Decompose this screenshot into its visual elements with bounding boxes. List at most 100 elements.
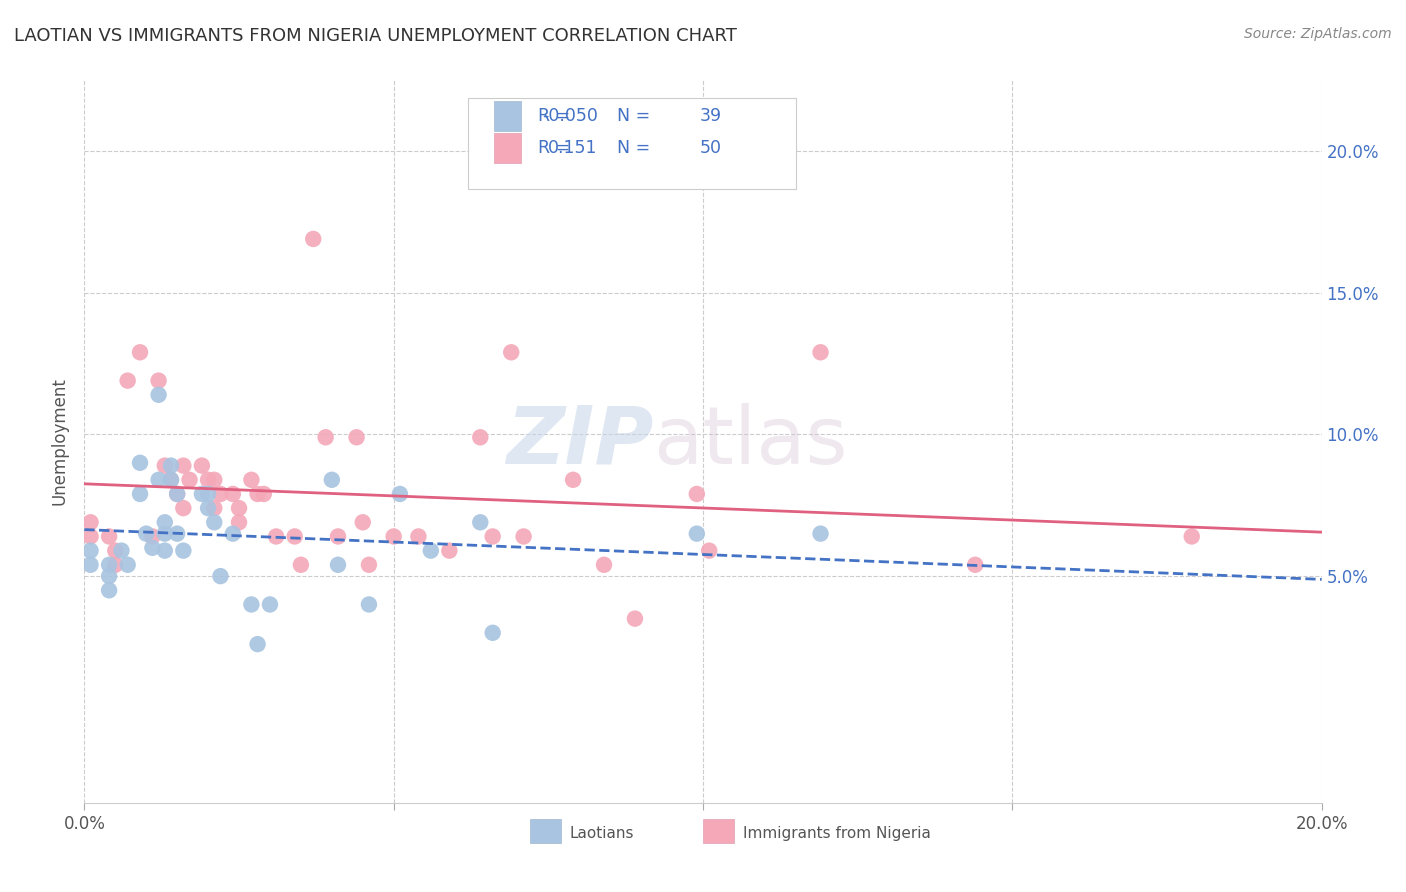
Point xyxy=(172,543,194,558)
FancyBboxPatch shape xyxy=(530,819,561,843)
FancyBboxPatch shape xyxy=(703,819,734,843)
Text: 39: 39 xyxy=(699,107,721,125)
Point xyxy=(264,529,287,543)
Point xyxy=(104,558,127,572)
Point xyxy=(117,558,139,572)
FancyBboxPatch shape xyxy=(494,133,522,163)
Point xyxy=(153,458,176,473)
Point xyxy=(166,487,188,501)
Point xyxy=(352,516,374,530)
Text: atlas: atlas xyxy=(654,402,848,481)
Point xyxy=(197,473,219,487)
Point xyxy=(172,458,194,473)
Point xyxy=(160,458,183,473)
Point xyxy=(148,374,170,388)
Point xyxy=(481,625,503,640)
Point xyxy=(153,526,176,541)
Point xyxy=(79,516,101,530)
Point xyxy=(481,529,503,543)
Point xyxy=(141,541,163,555)
Point xyxy=(129,487,152,501)
Text: Source: ZipAtlas.com: Source: ZipAtlas.com xyxy=(1244,27,1392,41)
Point xyxy=(160,473,183,487)
Point xyxy=(141,529,163,543)
Point xyxy=(697,543,720,558)
Text: Laotians: Laotians xyxy=(569,826,634,840)
Text: 50: 50 xyxy=(700,139,721,157)
Point xyxy=(284,529,307,543)
Text: N =: N = xyxy=(606,107,657,125)
FancyBboxPatch shape xyxy=(468,98,796,189)
Point xyxy=(439,543,461,558)
Point xyxy=(302,232,325,246)
Point xyxy=(129,456,152,470)
Point xyxy=(222,526,245,541)
Text: N =: N = xyxy=(606,139,657,157)
Text: LAOTIAN VS IMMIGRANTS FROM NIGERIA UNEMPLOYMENT CORRELATION CHART: LAOTIAN VS IMMIGRANTS FROM NIGERIA UNEMP… xyxy=(14,27,737,45)
Point xyxy=(1181,529,1204,543)
Point xyxy=(686,487,709,501)
Point xyxy=(197,501,219,516)
Point xyxy=(98,583,121,598)
Point xyxy=(209,569,232,583)
Point xyxy=(191,487,214,501)
Point xyxy=(98,529,121,543)
Point xyxy=(501,345,523,359)
Point xyxy=(512,529,534,543)
Point xyxy=(259,598,281,612)
Point xyxy=(357,598,380,612)
Point xyxy=(290,558,312,572)
Point xyxy=(382,529,405,543)
Point xyxy=(179,473,201,487)
Point xyxy=(246,487,269,501)
Point xyxy=(110,543,132,558)
Point xyxy=(408,529,430,543)
Point xyxy=(326,529,349,543)
Point xyxy=(166,526,188,541)
Point xyxy=(346,430,368,444)
Point xyxy=(79,558,101,572)
Point xyxy=(253,487,276,501)
Text: -0.050: -0.050 xyxy=(541,107,598,125)
Point xyxy=(160,473,183,487)
Point xyxy=(117,374,139,388)
Point xyxy=(79,543,101,558)
Point xyxy=(686,526,709,541)
Text: 0.151: 0.151 xyxy=(548,139,598,157)
Point xyxy=(148,388,170,402)
Point xyxy=(222,487,245,501)
Point xyxy=(104,543,127,558)
Point xyxy=(240,598,263,612)
Point xyxy=(810,526,832,541)
Point xyxy=(562,473,585,487)
Point xyxy=(129,345,152,359)
Point xyxy=(470,430,492,444)
Point xyxy=(98,558,121,572)
FancyBboxPatch shape xyxy=(494,101,522,131)
Text: Immigrants from Nigeria: Immigrants from Nigeria xyxy=(742,826,931,840)
Point xyxy=(965,558,987,572)
Point xyxy=(202,473,225,487)
Point xyxy=(202,516,225,530)
Point xyxy=(172,501,194,516)
Point xyxy=(321,473,343,487)
Point xyxy=(153,543,176,558)
Point xyxy=(202,501,225,516)
Point xyxy=(209,487,232,501)
Point xyxy=(98,569,121,583)
Y-axis label: Unemployment: Unemployment xyxy=(51,377,69,506)
Point xyxy=(228,501,250,516)
Point xyxy=(624,612,647,626)
Point xyxy=(388,487,411,501)
Point xyxy=(419,543,441,558)
Point xyxy=(79,529,101,543)
Text: ZIP: ZIP xyxy=(506,402,654,481)
Point xyxy=(315,430,337,444)
Point xyxy=(470,516,492,530)
Point xyxy=(326,558,349,572)
Point xyxy=(191,458,214,473)
Point xyxy=(246,637,269,651)
Point xyxy=(228,516,250,530)
Point xyxy=(357,558,380,572)
Point xyxy=(197,487,219,501)
